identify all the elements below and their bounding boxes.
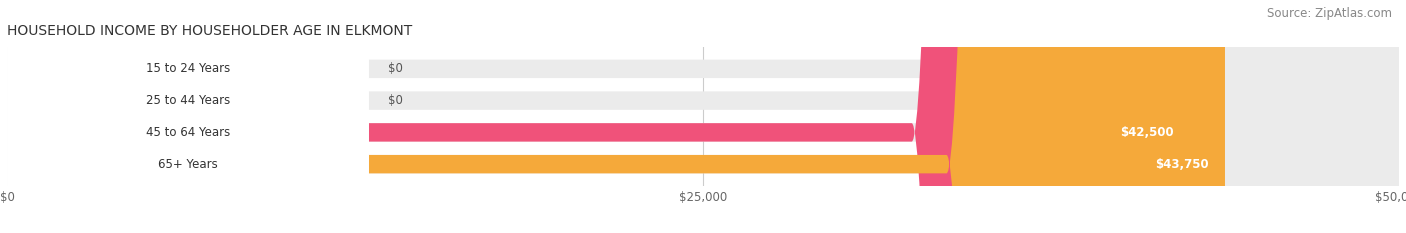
FancyBboxPatch shape bbox=[7, 0, 1399, 233]
Text: 15 to 24 Years: 15 to 24 Years bbox=[146, 62, 231, 75]
FancyBboxPatch shape bbox=[7, 0, 1399, 233]
Text: $0: $0 bbox=[388, 94, 404, 107]
FancyBboxPatch shape bbox=[7, 0, 368, 233]
Text: HOUSEHOLD INCOME BY HOUSEHOLDER AGE IN ELKMONT: HOUSEHOLD INCOME BY HOUSEHOLDER AGE IN E… bbox=[7, 24, 412, 38]
FancyBboxPatch shape bbox=[7, 0, 368, 233]
FancyBboxPatch shape bbox=[7, 0, 1399, 233]
FancyBboxPatch shape bbox=[7, 0, 1399, 233]
Text: 65+ Years: 65+ Years bbox=[157, 158, 218, 171]
Text: $42,500: $42,500 bbox=[1119, 126, 1174, 139]
Text: 45 to 64 Years: 45 to 64 Years bbox=[146, 126, 231, 139]
Text: 25 to 44 Years: 25 to 44 Years bbox=[146, 94, 231, 107]
FancyBboxPatch shape bbox=[7, 0, 1225, 233]
Text: Source: ZipAtlas.com: Source: ZipAtlas.com bbox=[1267, 7, 1392, 20]
Text: $43,750: $43,750 bbox=[1154, 158, 1208, 171]
Text: $0: $0 bbox=[388, 62, 404, 75]
FancyBboxPatch shape bbox=[7, 0, 368, 233]
FancyBboxPatch shape bbox=[7, 0, 1191, 233]
FancyBboxPatch shape bbox=[7, 0, 368, 233]
